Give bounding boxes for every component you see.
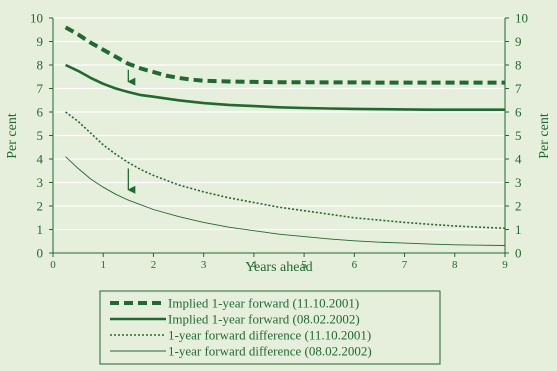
x-tick-label: 9	[502, 259, 508, 271]
x-tick-label: 1	[100, 259, 106, 271]
x-tick-label: 8	[452, 259, 458, 271]
x-tick-label: 3	[201, 259, 207, 271]
legend: Implied 1-year forward (11.10.2001)Impli…	[99, 290, 441, 365]
series-line-1	[64, 25, 505, 85]
y-tick-label-left: 0	[37, 246, 44, 261]
x-axis-title: Years ahead	[245, 260, 312, 275]
y-tick-label-left: 5	[37, 128, 44, 143]
series-line-4	[65, 156, 506, 246]
y-tick-label-right: 8	[515, 58, 522, 73]
y-tick-label-right: 2	[515, 199, 522, 214]
y-tick-label-right: 10	[515, 11, 528, 26]
x-tick-label: 2	[151, 259, 157, 271]
x-tick-label: 4	[251, 259, 257, 271]
series-line-2	[65, 63, 505, 111]
x-tick-label: 6	[352, 259, 358, 271]
y-tick-label-left: 7	[37, 81, 44, 96]
y-tick-label-right: 3	[515, 175, 522, 190]
legend-label-2: Implied 1-year forward (08.02.2002)	[168, 312, 360, 327]
y-tick-label-right: 6	[515, 105, 522, 120]
y-tick-label-left: 8	[37, 58, 44, 73]
y-axis-title-right: Per cent	[537, 113, 552, 159]
y-tick-label-right: 0	[515, 246, 522, 261]
y-tick-label-left: 2	[37, 199, 44, 214]
axes	[49, 17, 509, 257]
y-tick-label-left: 10	[30, 11, 43, 26]
y-axis-title-left: Per cent	[5, 113, 20, 159]
y-tick-label-right: 7	[515, 81, 522, 96]
y-tick-label-left: 6	[37, 105, 44, 120]
legend-label-3: 1-year forward difference (11.10.2001)	[168, 328, 371, 343]
y-tick-label-right: 1	[515, 222, 522, 237]
legend-label-1: Implied 1-year forward (11.10.2001)	[168, 296, 359, 311]
tick-labels: 0 01 12 23 34 45 56 67 78 89 910 100 1 2 3 4 5 6 7 8 9	[30, 11, 528, 272]
legend-label-4: 1-year forward difference (08.02.2002)	[168, 344, 372, 359]
y-tick-label-right: 4	[515, 152, 522, 167]
y-tick-label-left: 1	[37, 222, 44, 237]
gridlines	[53, 17, 505, 231]
y-tick-label-left: 4	[37, 152, 44, 167]
series-lines	[64, 25, 506, 246]
x-tick-label: 0	[50, 259, 56, 271]
y-tick-label-right: 9	[515, 34, 522, 49]
y-tick-label-right: 5	[515, 128, 522, 143]
x-tick-label: 5	[301, 259, 307, 271]
x-tick-label: 7	[402, 259, 408, 271]
y-tick-label-left: 3	[37, 175, 44, 190]
series-line-3	[65, 111, 506, 230]
y-tick-label-left: 9	[37, 34, 44, 49]
